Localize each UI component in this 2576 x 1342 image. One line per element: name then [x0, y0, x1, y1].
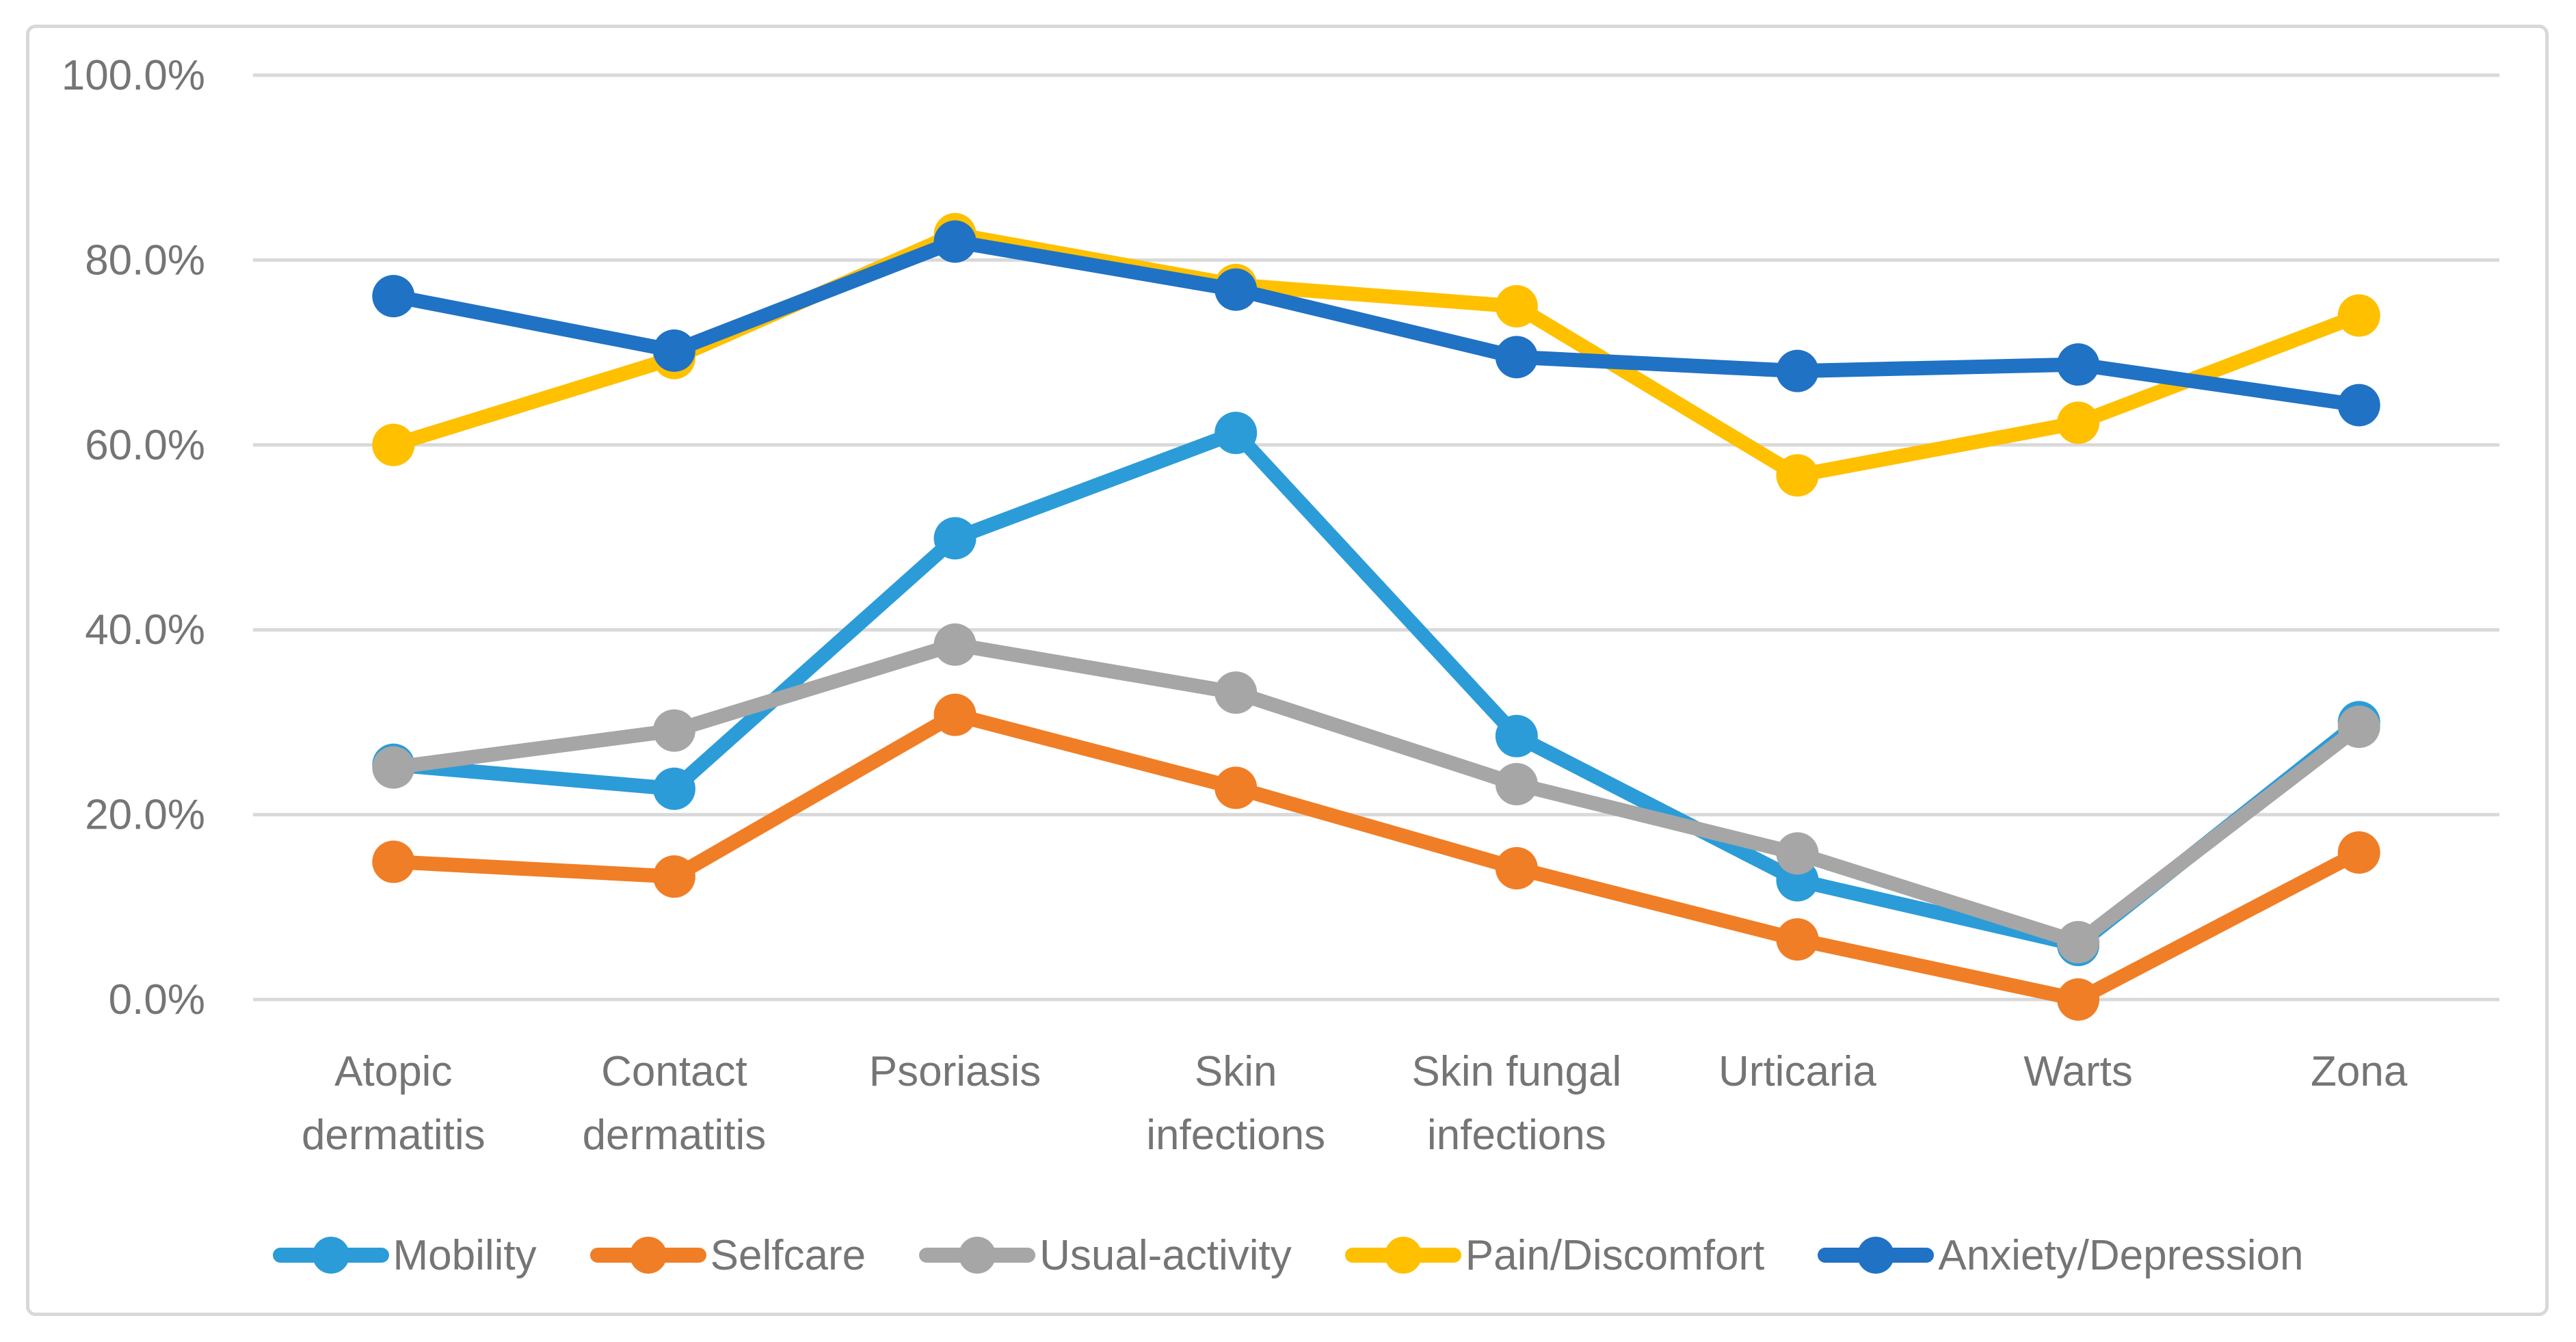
x-axis-category-label: Urticaria [1718, 1048, 1876, 1095]
data-point-selfcare [652, 855, 695, 898]
data-point-usual-activity [2057, 921, 2100, 964]
x-axis-category-label: Psoriasis [869, 1048, 1041, 1095]
data-point-usual-activity [372, 746, 415, 789]
data-point-pain-discomfort [1495, 285, 1538, 327]
data-point-mobility [652, 767, 695, 810]
data-point-pain-discomfort [372, 423, 415, 466]
data-point-usual-activity [1495, 762, 1538, 805]
data-point-selfcare [1776, 918, 1819, 961]
x-axis-category-label: Atopic dermatitis [302, 1048, 486, 1159]
data-point-anxiety-depression [1495, 336, 1538, 379]
data-point-selfcare [2337, 831, 2380, 874]
legend-item-pain-discomfort: Pain/Discomfort [1344, 1231, 1765, 1280]
data-point-pain-discomfort [2057, 401, 2100, 444]
legend-item-selfcare: Selfcare [589, 1231, 866, 1280]
chart-legend: Mobility Selfcare Usual-activity Pain/Disco… [0, 1222, 2576, 1288]
x-axis-category-label: Contact dermatitis [583, 1048, 767, 1159]
data-point-anxiety-depression [372, 275, 415, 318]
data-point-selfcare [1214, 766, 1258, 809]
legend-label: Anxiety/Depression [1938, 1231, 2304, 1279]
data-point-anxiety-depression [2057, 343, 2100, 386]
data-point-selfcare [372, 840, 415, 883]
data-point-anxiety-depression [2337, 384, 2380, 427]
y-axis-tick-label: 0.0% [109, 976, 205, 1023]
series-line-anxiety-depression [386, 234, 2367, 413]
data-point-anxiety-depression [933, 220, 977, 263]
data-point-usual-activity [933, 623, 977, 666]
x-axis-category-label: Skin infections [1146, 1048, 1325, 1159]
y-axis-tick-label: 40.0% [85, 606, 205, 654]
data-point-pain-discomfort [2337, 294, 2380, 337]
legend-item-anxiety-depression: Anxiety/Depression [1818, 1231, 2304, 1280]
data-point-usual-activity [652, 709, 695, 752]
data-point-anxiety-depression [1776, 349, 1819, 392]
data-point-usual-activity [1214, 671, 1258, 714]
data-point-anxiety-depression [652, 329, 695, 372]
data-point-selfcare [1495, 847, 1538, 890]
data-point-mobility [933, 517, 977, 560]
legend-marker-icon [272, 1236, 389, 1274]
y-axis-tick-label: 100.0% [62, 52, 205, 99]
y-axis-tick-label: 20.0% [85, 792, 205, 839]
data-point-selfcare [933, 693, 977, 736]
series-line-usual-activity [386, 637, 2367, 950]
legend-label: Mobility [393, 1231, 537, 1279]
legend-marker-icon [919, 1236, 1036, 1274]
data-point-mobility [1495, 714, 1538, 757]
data-point-usual-activity [1776, 832, 1819, 875]
data-point-mobility [1214, 412, 1258, 455]
data-point-selfcare [2057, 978, 2100, 1021]
x-axis-category-label: Skin fungal infections [1411, 1048, 1621, 1159]
chart-frame-border [26, 25, 2549, 1316]
y-axis-tick-label: 60.0% [85, 422, 205, 469]
legend-label: Selfcare [710, 1231, 866, 1279]
x-axis-category-label: Warts [2023, 1048, 2133, 1095]
legend-marker-icon [589, 1236, 706, 1274]
data-point-usual-activity [2337, 706, 2380, 749]
x-axis-category-label: Zona [2311, 1048, 2408, 1095]
legend-marker-icon [1344, 1236, 1461, 1274]
legend-item-mobility: Mobility [272, 1231, 537, 1280]
data-point-pain-discomfort [1776, 454, 1819, 497]
legend-marker-icon [1818, 1236, 1935, 1274]
data-point-anxiety-depression [1214, 268, 1258, 311]
series-line-selfcare [386, 708, 2367, 1007]
y-axis-tick-label: 80.0% [85, 237, 205, 284]
legend-item-usual-activity: Usual-activity [919, 1231, 1292, 1280]
legend-label: Usual-activity [1039, 1231, 1292, 1279]
legend-label: Pain/Discomfort [1465, 1231, 1765, 1279]
